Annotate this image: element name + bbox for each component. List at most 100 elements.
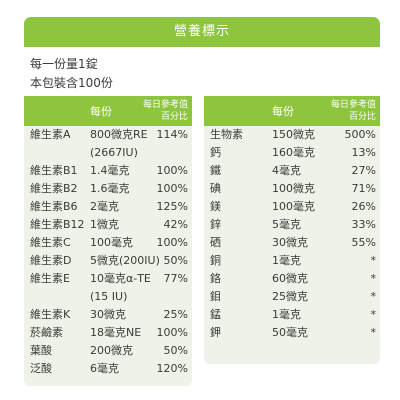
nutrient-row: 維生素B12 1微克 42% — [24, 216, 192, 234]
nutrient-daily-value: 100% — [156, 236, 188, 249]
nutrient-name: 鈣 — [210, 146, 221, 159]
nutrient-daily-value: 100% — [156, 326, 188, 339]
minerals-panel: 每份 每日參考值 百分比 生物素 150微克 500% 鈣 160毫克 13% 鐵 4毫克 27… — [204, 96, 380, 364]
nutrient-name: 維生素B2 — [30, 182, 78, 195]
nutrient-daily-value: 71% — [351, 182, 376, 195]
nutrient-row: 鉀 50毫克 * — [204, 324, 380, 342]
nutrient-amount: (2667IU) — [90, 146, 138, 159]
nutrient-row: 鋅 5毫克 33% — [204, 216, 380, 234]
nutrient-row: 鎂 100毫克 26% — [204, 198, 380, 216]
nutrient-name: 維生素E — [30, 272, 70, 285]
vitamins-panel: 每份 每日參考值 百分比 維生素A 800微克RE 114% (2667IU) 維生素B… — [24, 96, 192, 386]
nutrient-daily-value: 27% — [351, 164, 376, 177]
nutrient-amount: 1.6毫克 — [90, 182, 130, 195]
nutrient-amount: 100毫克 — [90, 236, 133, 249]
daily-value-heading-line1: 每日參考值 — [142, 100, 188, 110]
nutrient-daily-value: 100% — [156, 182, 188, 195]
nutrient-daily-value: 13% — [351, 146, 376, 159]
servings-per-pack: 本包裝含100份 — [30, 76, 113, 90]
nutrient-name: 硒 — [210, 236, 221, 249]
nutrient-row: 維生素B1 1.4毫克 100% — [24, 162, 192, 180]
nutrient-row: 維生素D 5微克(200IU) 50% — [24, 252, 192, 270]
daily-value-heading-line2: 百分比 — [348, 112, 376, 122]
nutrient-row: (15 IU) — [24, 288, 192, 306]
nutrition-panels: 每份 每日參考值 百分比 維生素A 800微克RE 114% (2667IU) 維生素B… — [24, 96, 380, 386]
daily-value-heading-line2: 百分比 — [160, 112, 188, 122]
nutrient-daily-value: 120% — [156, 362, 188, 375]
nutrient-daily-value: * — [370, 308, 377, 321]
nutrient-amount: 4毫克 — [272, 164, 301, 177]
nutrient-row: 硒 30微克 55% — [204, 234, 380, 252]
nutrient-amount: 160毫克 — [272, 146, 315, 159]
nutrient-amount: 1微克 — [90, 218, 119, 231]
nutrient-row: 鉬 25微克 * — [204, 288, 380, 306]
nutrition-facts-card: 營養標示 每一份量1錠 本包裝含100份 每份 每日參考值 百分比 維生素A 80… — [24, 17, 380, 390]
nutrient-row: 鉻 60微克 * — [204, 270, 380, 288]
nutrient-name: 鎂 — [210, 200, 221, 213]
nutrient-daily-value: 50% — [163, 254, 188, 267]
nutrient-row: 鈣 160毫克 13% — [204, 144, 380, 162]
daily-value-heading: 每日參考值 百分比 — [143, 99, 188, 123]
nutrient-name: 維生素K — [30, 308, 71, 321]
per-serving-heading: 每份 — [90, 105, 112, 118]
nutrient-amount: 1毫克 — [272, 308, 301, 321]
nutrient-row: 銅 1毫克 * — [204, 252, 380, 270]
nutrient-daily-value: 100% — [156, 164, 188, 177]
nutrient-amount: 200微克 — [90, 344, 133, 357]
nutrient-daily-value: * — [370, 326, 377, 339]
nutrient-name: 泛酸 — [30, 362, 52, 375]
nutrient-row: 生物素 150微克 500% — [204, 126, 380, 144]
nutrient-daily-value: 55% — [351, 236, 376, 249]
nutrient-row: 菸鹼素 18毫克NE 100% — [24, 324, 192, 342]
nutrient-amount: 6毫克 — [90, 362, 119, 375]
nutrient-name: 維生素D — [30, 254, 72, 267]
nutrient-amount: 2毫克 — [90, 200, 119, 213]
nutrient-row: 維生素K 30微克 25% — [24, 306, 192, 324]
nutrient-name: 菸鹼素 — [30, 326, 63, 339]
nutrient-name: 鐵 — [210, 164, 221, 177]
nutrient-amount: 100毫克 — [272, 200, 315, 213]
nutrient-daily-value: 50% — [163, 344, 188, 357]
nutrient-name: 鋅 — [210, 218, 221, 231]
nutrient-row: (2667IU) — [24, 144, 192, 162]
per-serving-heading: 每份 — [272, 105, 294, 118]
serving-size: 每一份量1錠 — [30, 57, 98, 71]
nutrient-row: 碘 100微克 71% — [204, 180, 380, 198]
nutrient-amount: 150微克 — [272, 128, 315, 141]
nutrient-name: 鉬 — [210, 290, 221, 303]
nutrient-amount: 5毫克 — [272, 218, 301, 231]
nutrient-daily-value: 25% — [163, 308, 188, 321]
nutrient-name: 鉻 — [210, 272, 221, 285]
nutrient-row: 錳 1毫克 * — [204, 306, 380, 324]
nutrient-amount: 30微克 — [90, 308, 126, 321]
nutrient-name: 維生素B1 — [30, 164, 78, 177]
nutrition-title: 營養標示 — [24, 17, 380, 47]
nutrient-amount: 100微克 — [272, 182, 315, 195]
nutrient-amount: 25微克 — [272, 290, 308, 303]
nutrient-name: 銅 — [210, 254, 221, 267]
nutrient-daily-value: 114% — [156, 128, 188, 141]
nutrient-daily-value: 125% — [156, 200, 188, 213]
nutrient-name: 維生素B12 — [30, 218, 85, 231]
nutrient-row: 維生素C 100毫克 100% — [24, 234, 192, 252]
daily-value-heading-line1: 每日參考值 — [330, 100, 376, 110]
nutrient-amount: 10毫克α-TE — [90, 272, 151, 285]
nutrient-name: 維生素A — [30, 128, 71, 141]
nutrient-row: 維生素E 10毫克α-TE 77% — [24, 270, 192, 288]
nutrient-name: 維生素C — [30, 236, 71, 249]
nutrient-name: 生物素 — [210, 128, 243, 141]
nutrient-amount: 800微克RE — [90, 128, 148, 141]
nutrient-amount: 50毫克 — [272, 326, 308, 339]
nutrient-name: 碘 — [210, 182, 221, 195]
nutrient-name: 葉酸 — [30, 344, 52, 357]
serving-info: 每一份量1錠 本包裝含100份 — [24, 47, 380, 93]
nutrient-amount: 1.4毫克 — [90, 164, 130, 177]
nutrient-amount: 60微克 — [272, 272, 308, 285]
nutrient-daily-value: 42% — [163, 218, 188, 231]
nutrient-name: 鉀 — [210, 326, 221, 339]
nutrient-row: 維生素B2 1.6毫克 100% — [24, 180, 192, 198]
nutrient-daily-value: 26% — [351, 200, 376, 213]
nutrient-daily-value: * — [370, 272, 377, 285]
minerals-panel-header: 每份 每日參考值 百分比 — [204, 96, 380, 126]
nutrient-amount: 1毫克 — [272, 254, 301, 267]
